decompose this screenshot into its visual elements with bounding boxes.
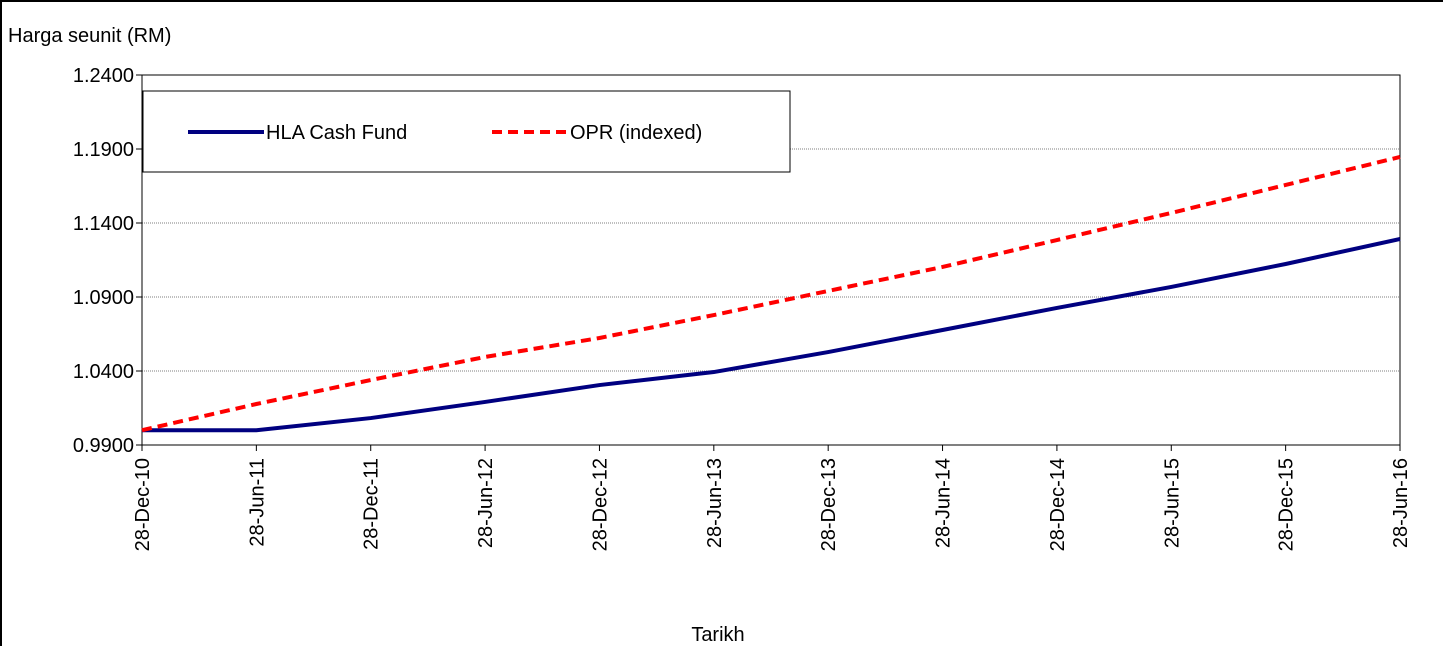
x-tick-label: 28-Dec-10 <box>132 458 154 551</box>
x-tick-label: 28-Jun-15 <box>1161 458 1183 548</box>
x-tick-label: 28-Dec-11 <box>361 458 383 550</box>
y-tick-label: 1.1400 <box>73 213 134 235</box>
x-axis-title: Tarikh <box>691 624 744 646</box>
y-tick-label: 1.2400 <box>73 65 134 87</box>
x-tick-label: 28-Dec-12 <box>589 458 611 551</box>
y-tick-label: 1.1900 <box>73 139 134 161</box>
y-tick-label: 1.0400 <box>73 361 134 383</box>
y-tick-label: 0.9900 <box>73 435 134 457</box>
y-tick-label: 1.0900 <box>73 287 134 309</box>
x-tick-label: 28-Dec-14 <box>1047 458 1069 551</box>
y-axis-title: Harga seunit (RM) <box>8 25 171 47</box>
x-tick-label: 28-Dec-15 <box>1276 458 1298 551</box>
x-tick-label: 28-Jun-14 <box>933 458 955 548</box>
legend: HLA Cash Fund OPR (indexed) <box>142 90 791 173</box>
x-tick-label: 28-Dec-13 <box>818 458 840 551</box>
legend-label: HLA Cash Fund <box>266 122 407 144</box>
plot-area <box>141 74 1401 446</box>
legend-label: OPR (indexed) <box>570 122 702 144</box>
series-line <box>141 155 1401 433</box>
x-tick-label: 28-Jun-13 <box>704 458 726 548</box>
series-line <box>142 237 1401 433</box>
x-tick-label: 28-Jun-12 <box>475 458 497 548</box>
x-tick-label: 28-Jun-11 <box>246 458 268 547</box>
x-tick-label: 28-Jun-16 <box>1390 458 1412 548</box>
